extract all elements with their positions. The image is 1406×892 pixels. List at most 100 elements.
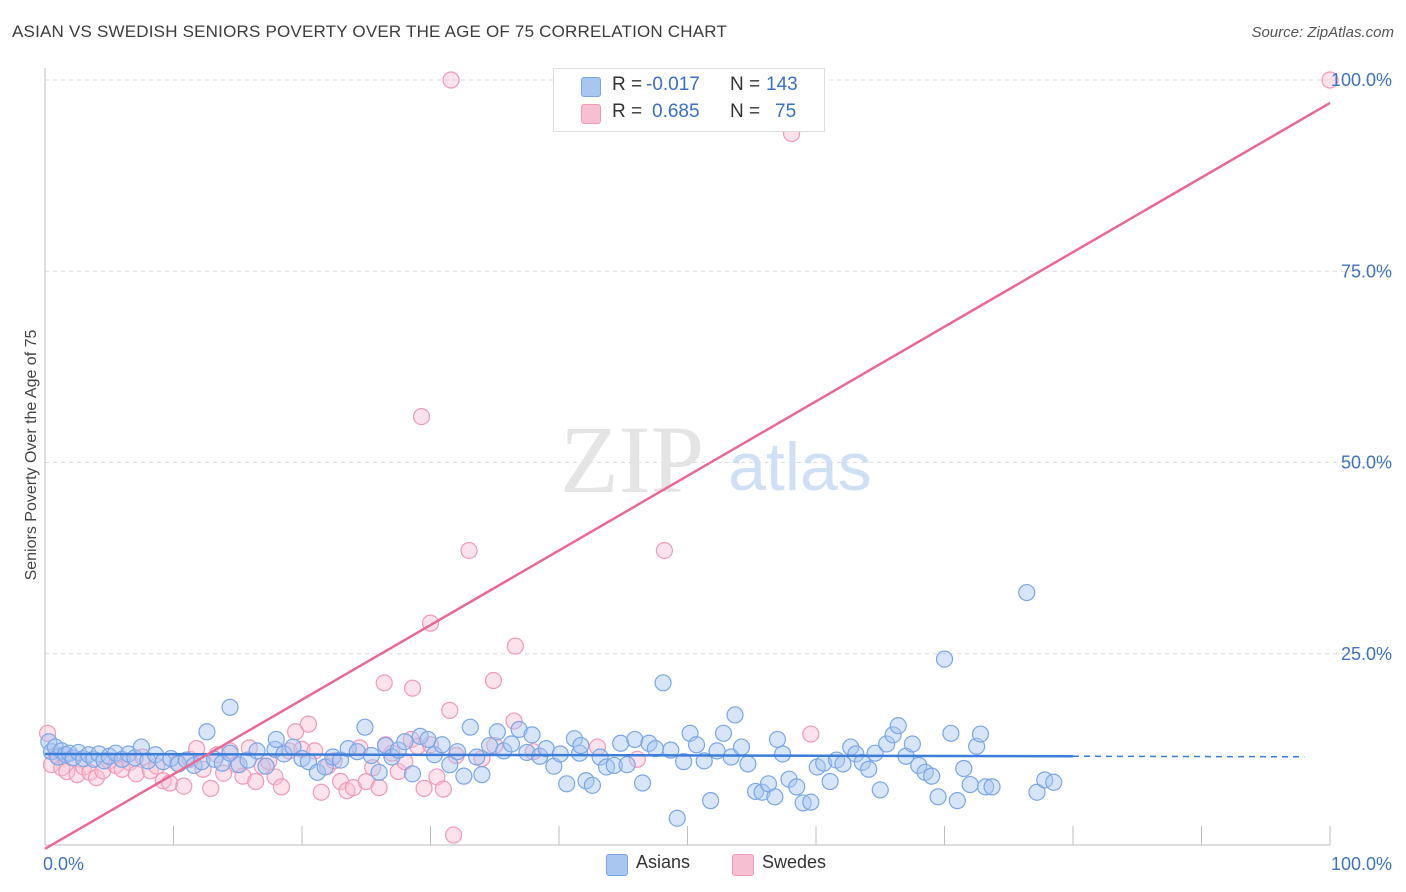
swedes-r-value: 0.685 [652,101,700,122]
asians-point [726,706,744,724]
asians-point [802,793,820,811]
source-label: Source: ZipAtlas.com [1251,24,1394,41]
asians-point [518,743,536,762]
asians-point [185,756,203,775]
asians-trend-extension [1072,755,1305,758]
asians-point [889,717,907,735]
asians-point [473,766,491,784]
asians-point [383,748,401,766]
asians-point [910,756,928,775]
swedes-point [506,637,524,655]
asians-point [768,730,787,749]
swedes-point [188,740,206,758]
asians-point [221,698,239,716]
asians-point [702,792,720,810]
asians-r-label: R = [612,74,643,95]
swedes-n-value: 75 [775,101,797,122]
swedes-trend-line [44,101,1331,850]
asians-point [860,760,878,778]
swedes-point [299,715,318,733]
asians-point [461,718,479,736]
asians-point [267,730,285,749]
asians-point [668,809,686,827]
swedes-point [442,71,460,89]
watermark-atlas: atlas [728,429,872,505]
swedes-point [247,772,265,791]
asians-point [961,775,979,794]
asians-swatch [581,77,601,97]
asians-point [923,767,941,785]
legend-swedes: Swedes [732,851,852,877]
asians-point [739,755,757,773]
asians-point [403,765,422,783]
x-tick-label-max: 100.0% [1331,854,1392,874]
swedes-point [87,769,106,787]
asians-point [747,782,765,801]
y-tick-label: 25.0% [1341,644,1392,664]
asians-point [687,736,706,754]
asians-point [591,748,609,766]
asians-point [468,748,486,766]
swedes-point [802,725,820,743]
legend-asians-swatch [606,854,628,876]
asians-points [40,583,1063,827]
asians-point [502,735,521,753]
asians-point [714,724,733,742]
swedes-point [415,779,433,797]
swedes-point [175,777,193,795]
asians-point [871,781,889,799]
swedes-point [370,779,388,797]
asians-point [583,776,602,794]
asians-point [356,718,374,736]
swedes-point [441,701,459,719]
swedes-n-label: N = [730,101,761,122]
swedes-point [202,779,220,797]
swedes-point [272,778,291,796]
asians-point [523,726,541,744]
watermark: ZIP atlas [560,406,872,513]
asians-point [732,738,751,756]
asians-point [612,734,630,752]
chart-title: ASIAN VS SWEDISH SENIORS POVERTY OVER TH… [12,22,728,41]
tick-labels: 25.0% 50.0% 75.0% 100.0% 0.0% 100.0% [43,70,1392,874]
swedes-point [403,679,422,697]
asians-point [977,778,995,796]
asians-point [773,745,792,763]
swedes-point [484,671,503,690]
swedes-point [655,541,673,560]
asians-point [1028,783,1046,801]
asians-point [1045,773,1063,791]
asians-point [866,744,884,762]
swedes-point [412,408,431,426]
legend-swedes-swatch [732,854,754,876]
asians-n-label: N = [730,74,761,95]
asians-point [339,740,357,758]
x-tick-label-min: 0.0% [43,854,84,874]
asians-point [955,759,973,778]
stats-row-asians: R = -0.017 N = 143 [554,74,824,100]
asians-point [942,724,960,742]
swedes-point [375,674,393,692]
asians-point [788,778,806,796]
stats-row-swedes: R = 0.685 N = 75 [554,101,824,127]
swedes-point [389,762,407,781]
asians-point [230,756,248,774]
watermark-zip: ZIP [560,406,704,513]
asians-point [257,757,275,775]
asians-point [971,725,990,743]
asians-point [248,742,266,760]
swedes-r-label: R = [612,101,643,122]
asians-point [675,753,693,771]
swedes-point [486,736,504,755]
asians-point [884,726,902,744]
swedes-point [445,826,463,844]
asians-point [626,730,644,749]
asians-point [618,756,636,774]
asians-point [878,735,896,753]
asians-point [441,756,459,774]
y-tick-label: 50.0% [1341,453,1392,473]
swedes-point [434,780,452,798]
swedes-point [505,712,523,730]
asians-n-value: 143 [766,74,798,95]
